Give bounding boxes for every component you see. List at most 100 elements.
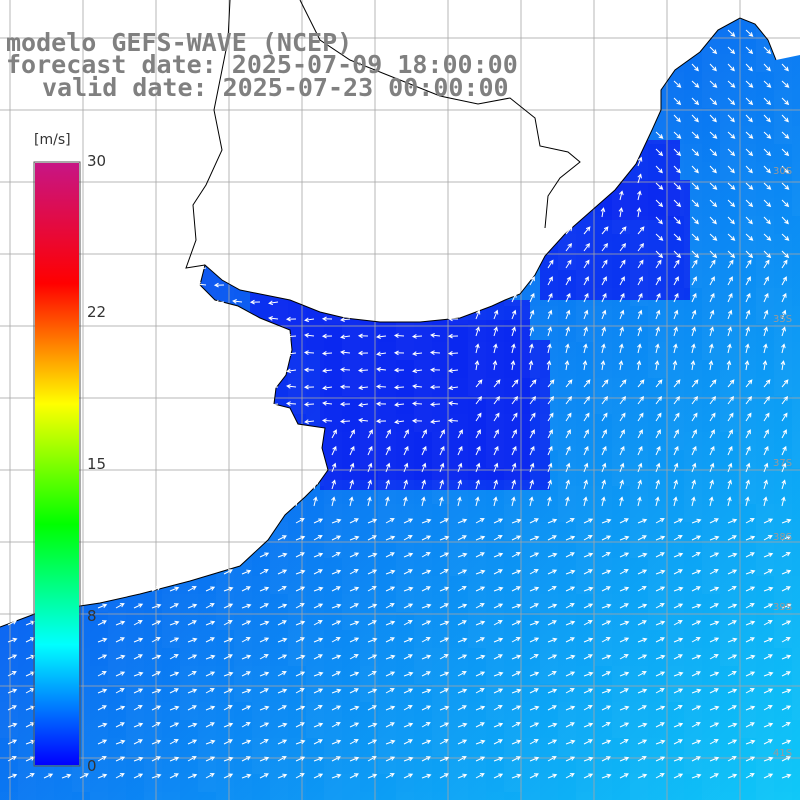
ocean-cell	[108, 702, 126, 720]
wind-arrow	[547, 535, 557, 541]
wind-arrow	[393, 333, 405, 339]
ocean-cell	[234, 0, 252, 18]
ocean-cell	[144, 432, 162, 450]
wind-arrow	[637, 688, 648, 694]
ocean-cell	[0, 288, 18, 306]
ocean-cell	[648, 342, 666, 360]
wind-arrow	[411, 333, 423, 339]
ocean-cell	[108, 522, 126, 540]
wind-arrow	[547, 671, 557, 677]
ocean-cell	[666, 288, 684, 306]
wind-arrow	[691, 637, 701, 643]
ocean-cell	[774, 180, 792, 198]
wind-arrow	[511, 586, 521, 592]
wind-arrow	[727, 250, 736, 259]
ocean-cell	[432, 702, 450, 720]
ocean-cell	[774, 432, 792, 450]
wind-arrow	[673, 165, 681, 174]
ocean-cell	[414, 288, 432, 306]
wind-arrow	[340, 317, 351, 322]
wind-arrow	[529, 603, 539, 609]
ocean-cell	[450, 288, 468, 306]
ocean-cell	[396, 216, 414, 234]
wind-arrow	[691, 412, 698, 422]
ocean-cell	[162, 486, 180, 504]
wind-arrow	[321, 350, 333, 356]
wind-arrow	[655, 216, 663, 225]
ocean-cell	[324, 126, 342, 144]
wind-arrow	[394, 419, 405, 425]
wind-arrow	[673, 688, 684, 694]
ocean-cell	[612, 18, 630, 36]
wind-arrow	[619, 535, 630, 541]
wind-arrow	[7, 756, 17, 762]
ocean-cell	[792, 72, 800, 90]
ocean-cell	[450, 702, 468, 720]
ocean-cell	[432, 360, 450, 378]
wind-arrow	[745, 462, 751, 473]
wind-arrow	[565, 586, 576, 592]
ocean-cell	[576, 414, 594, 432]
ocean-cell	[576, 702, 594, 720]
wind-arrow	[475, 445, 481, 456]
ocean-cell	[702, 396, 720, 414]
ocean-cell	[108, 162, 126, 180]
ocean-cell	[324, 594, 342, 612]
wind-arrow	[213, 299, 225, 305]
ocean-cell	[558, 126, 576, 144]
ocean-cell	[324, 288, 342, 306]
ocean-cell	[0, 90, 18, 108]
wind-arrow	[403, 518, 414, 524]
wind-arrow	[133, 739, 143, 745]
wind-arrow	[492, 360, 498, 371]
wind-arrow	[673, 705, 683, 711]
wind-arrow	[385, 535, 396, 541]
wind-arrow	[457, 654, 468, 660]
ocean-cell	[270, 252, 288, 270]
ocean-cell	[306, 288, 324, 306]
wind-arrow	[583, 671, 594, 677]
wind-arrow	[781, 80, 790, 88]
ocean-cell	[540, 792, 558, 800]
ocean-cell	[504, 252, 522, 270]
wind-arrow	[745, 518, 755, 524]
wind-arrow	[439, 739, 449, 745]
ocean-cell	[414, 144, 432, 162]
ocean-cell	[576, 54, 594, 72]
wind-arrow	[727, 671, 737, 677]
wind-arrow	[367, 705, 377, 711]
ocean-cell	[162, 414, 180, 432]
ocean-cell	[162, 270, 180, 288]
ocean-cell	[720, 162, 738, 180]
wind-arrow	[547, 756, 557, 762]
ocean-cell	[288, 450, 306, 468]
wind-arrow	[169, 654, 179, 660]
wind-arrow	[673, 722, 684, 728]
wind-arrow	[727, 233, 736, 241]
wind-arrow	[691, 131, 700, 139]
wind-arrow	[727, 688, 738, 694]
ocean-cell	[612, 288, 630, 306]
wind-arrow	[655, 182, 664, 190]
wind-arrow	[367, 496, 372, 507]
wind-arrow	[169, 688, 179, 694]
wind-arrow	[457, 429, 463, 439]
wind-arrow	[97, 688, 108, 694]
wind-arrow	[97, 637, 108, 643]
wind-arrow	[583, 637, 594, 643]
ocean-cell	[450, 270, 468, 288]
wind-arrow	[727, 552, 738, 558]
wind-arrow	[511, 309, 517, 320]
wind-arrow	[583, 705, 593, 711]
ocean-cell	[288, 576, 306, 594]
wind-arrow	[601, 569, 612, 575]
wind-arrow	[745, 29, 754, 37]
ocean-cell	[342, 324, 360, 342]
ocean-cell	[684, 126, 702, 144]
ocean-cell	[270, 162, 288, 180]
ocean-cell	[90, 792, 108, 800]
wind-arrow	[763, 462, 769, 473]
ocean-cell	[702, 162, 720, 180]
ocean-cell	[432, 306, 450, 324]
wind-arrow	[673, 620, 683, 626]
